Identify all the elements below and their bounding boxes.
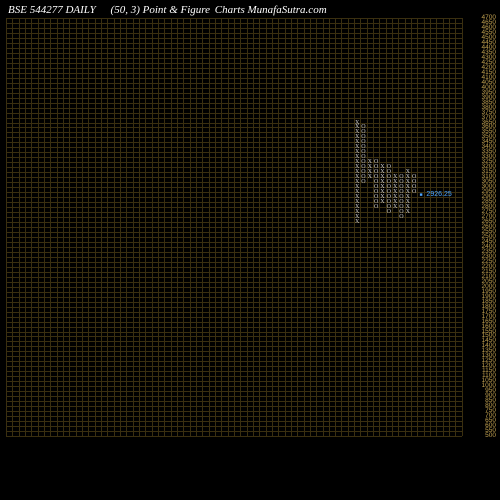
source-name: MunafaSutra.com — [248, 4, 327, 16]
pnf-o-cell: O — [411, 189, 417, 196]
current-price-value: 2926.25 — [426, 191, 451, 198]
current-price-marker: 2926.25 — [419, 191, 451, 198]
chart-plot-area: XXXXXXXXXXXXXXXXXXXXXOOOOOOOOOOOOXXXXOOO… — [6, 18, 462, 436]
pnf-o-cell: O — [398, 214, 404, 221]
chart-header: BSE 544277 DAILY (50, 3) Point & Figure … — [8, 4, 492, 16]
y-axis: 4700465046004550450044504400435043004250… — [464, 18, 496, 436]
y-axis-label: 500 — [485, 433, 496, 440]
pnf-x-cell: X — [367, 174, 373, 181]
pnf-x-cell: X — [354, 219, 360, 226]
symbol-label: BSE 544277 DAILY — [8, 4, 96, 16]
pnf-x-cell: X — [392, 204, 398, 211]
pnf-o-cell: O — [386, 209, 392, 216]
params-label: (50, 3) Point & Figure — [111, 4, 211, 16]
pnf-o-cell: O — [360, 179, 366, 186]
pnf-x-cell: X — [379, 199, 385, 206]
source-label: Charts — [215, 4, 245, 16]
pnf-x-cell: X — [405, 209, 411, 216]
pnf-o-cell: O — [373, 204, 379, 211]
